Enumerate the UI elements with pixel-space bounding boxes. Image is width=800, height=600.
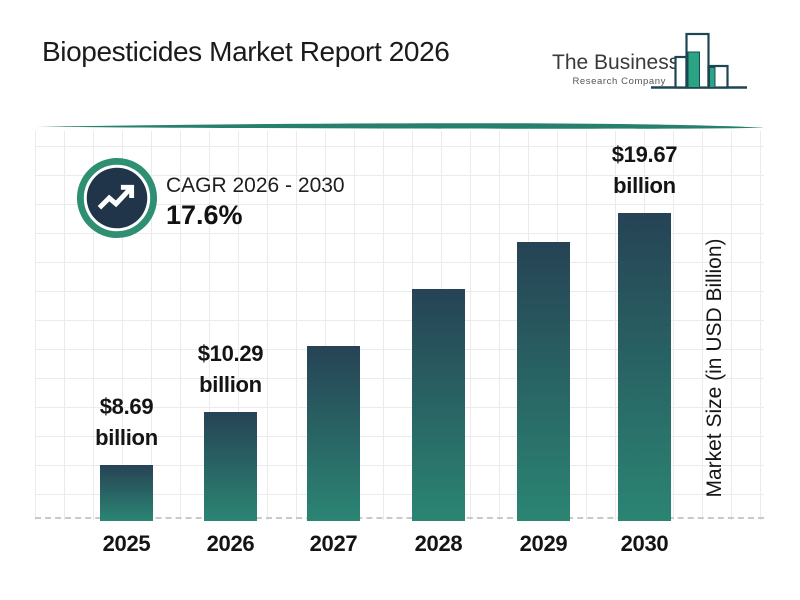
bar-value-label: $19.67 billion	[612, 139, 678, 201]
bar-column-2028: 2028	[412, 289, 465, 556]
page-title: Biopesticides Market Report 2026	[42, 36, 450, 67]
bar-value-unit: billion	[95, 425, 158, 450]
bar-column-2030: $19.67 billion 2030	[612, 139, 678, 556]
bar-column-2029: 2029	[517, 242, 570, 556]
bar	[204, 412, 257, 521]
chart-baseline	[35, 517, 764, 519]
bar-value-unit: billion	[613, 173, 676, 198]
bar-value-amount: $8.69	[99, 394, 154, 419]
bar-value-unit: billion	[199, 372, 262, 397]
bar	[618, 213, 671, 521]
bar-column-2026: $10.29 billion 2026	[198, 338, 264, 556]
bar-value-label: $10.29 billion	[198, 338, 264, 400]
bar-value-amount: $10.29	[197, 341, 264, 366]
bar-value-amount: $19.67	[611, 142, 678, 167]
x-axis-tick-label: 2030	[620, 531, 669, 556]
bar	[517, 242, 570, 521]
x-axis-tick-label: 2025	[102, 531, 151, 556]
x-axis-tick-label: 2029	[519, 531, 568, 556]
cagr-badge	[76, 157, 158, 239]
x-axis-tick-label: 2028	[414, 531, 463, 556]
bar	[307, 346, 360, 521]
divider-swoosh	[35, 123, 764, 129]
bar-value-label: $8.69 billion	[95, 391, 158, 453]
company-logo-name: The Business	[552, 51, 680, 74]
bar	[100, 465, 153, 521]
trending-up-icon	[97, 184, 135, 210]
y-axis-label: Market Size (in USD Billion)	[703, 238, 726, 498]
company-logo: The Business Research Company	[552, 24, 767, 104]
cagr-period-label: CAGR 2026 - 2030	[166, 174, 345, 197]
bar	[412, 289, 465, 521]
x-axis-tick-label: 2027	[309, 531, 358, 556]
bar-column-2025: $8.69 billion 2025	[95, 391, 158, 556]
company-logo-subtitle: Research Company	[572, 76, 666, 87]
x-axis-tick-label: 2026	[206, 531, 255, 556]
company-logo-icon	[651, 32, 747, 89]
cagr-value: 17.6%	[166, 200, 243, 230]
bar-column-2027: 2027	[307, 346, 360, 556]
